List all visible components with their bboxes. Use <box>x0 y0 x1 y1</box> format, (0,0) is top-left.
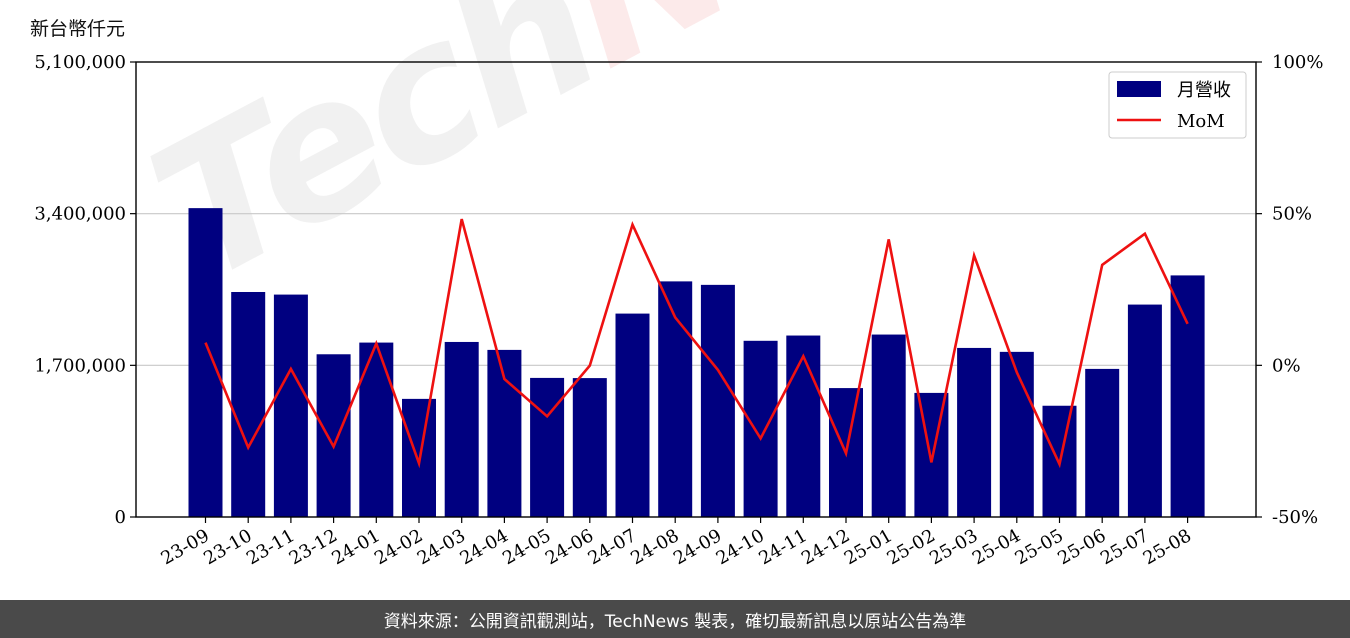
x-tick-label: 24-01 <box>328 525 383 569</box>
y-left-tick-label: 0 <box>115 507 126 528</box>
y-left-tick-label: 5,100,000 <box>34 52 126 73</box>
x-tick-label: 23-12 <box>286 525 341 569</box>
revenue-bar <box>957 347 992 517</box>
revenue-bar <box>871 334 906 517</box>
x-tick-label: 25-01 <box>841 525 896 569</box>
x-tick-label: 23-11 <box>243 525 298 569</box>
unit-label: 新台幣仟元 <box>30 18 126 40</box>
revenue-bar <box>273 294 308 517</box>
x-tick-label: 24-07 <box>585 525 640 569</box>
x-tick-label: 24-05 <box>499 525 554 569</box>
x-tick-label: 24-04 <box>456 525 511 569</box>
y-right-tick-label: 0% <box>1272 355 1301 376</box>
x-tick-label: 25-07 <box>1097 525 1152 569</box>
legend-label-bar: 月營收 <box>1177 80 1231 101</box>
x-tick-label: 24-02 <box>371 525 426 569</box>
x-tick-label: 24-12 <box>798 525 853 569</box>
x-tick-label: 24-10 <box>713 525 768 569</box>
x-tick-label: 25-04 <box>969 525 1024 569</box>
x-tick-label: 25-06 <box>1054 525 1109 569</box>
y-right-tick-label: 100% <box>1272 52 1323 73</box>
revenue-bar <box>999 351 1034 517</box>
revenue-bar <box>700 284 735 517</box>
revenue-bar <box>658 281 693 517</box>
legend-swatch-bar <box>1117 81 1161 97</box>
x-tick-label: 24-06 <box>542 525 597 569</box>
y-left-tick-label: 1,700,000 <box>34 355 126 376</box>
plot-frame <box>135 61 1257 518</box>
y-right-tick-label: -50% <box>1272 507 1318 528</box>
revenue-bar <box>316 354 351 517</box>
mom-line <box>204 218 1189 469</box>
revenue-bar <box>786 335 821 517</box>
revenue-bar <box>572 378 607 517</box>
x-tick-label: 23-09 <box>158 525 213 569</box>
revenue-bar <box>1085 368 1120 517</box>
revenue-bar <box>1170 275 1205 517</box>
x-tick-label: 25-05 <box>1012 525 1067 569</box>
x-tick-label: 24-08 <box>627 525 682 569</box>
x-tick-label: 25-02 <box>883 525 938 569</box>
x-tick-label: 24-03 <box>414 525 469 569</box>
x-tick-label: 23-10 <box>200 525 255 569</box>
revenue-bar <box>914 392 949 517</box>
revenue-chart: 0 1,700,000 3,400,000 5,100,000 -50% 0% 50% 100… <box>34 52 1323 569</box>
revenue-bar <box>530 377 565 517</box>
revenue-bar <box>1127 304 1162 517</box>
revenue-bar <box>615 313 650 517</box>
revenue-bar <box>359 342 394 517</box>
revenue-bar <box>188 208 223 517</box>
legend-label-line: MoM <box>1177 111 1225 132</box>
revenue-bar <box>231 291 266 517</box>
x-tick-label: 24-11 <box>755 525 810 569</box>
x-tick-label: 25-03 <box>926 525 981 569</box>
y-right-tick-label: 50% <box>1272 204 1312 225</box>
y-left-tick-label: 3,400,000 <box>34 204 126 225</box>
revenue-bar <box>444 341 479 517</box>
x-tick-label: 24-09 <box>670 525 725 569</box>
x-tick-label: 25-08 <box>1140 525 1195 569</box>
source-footer: 資料來源：公開資訊觀測站，TechNews 製表，確切最新訊息以原站公告為準 <box>0 600 1350 638</box>
revenue-bar <box>743 340 778 517</box>
